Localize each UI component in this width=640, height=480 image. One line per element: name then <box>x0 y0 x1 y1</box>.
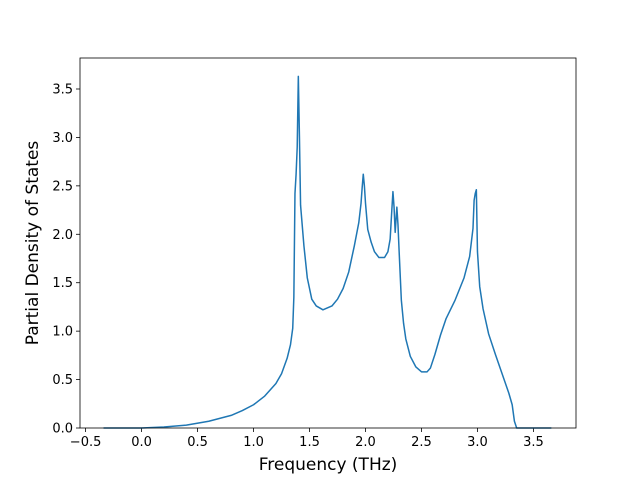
x-tick-label: 0.0 <box>131 435 152 450</box>
x-tick-label: 2.5 <box>411 435 432 450</box>
y-axis-ticks: 0.0 0.5 1.0 1.5 2.0 2.5 3.0 3.5 <box>52 82 80 437</box>
y-tick-label: 2.0 <box>52 228 73 243</box>
x-axis-label: Frequency (THz) <box>259 455 398 475</box>
y-tick-label: 3.0 <box>52 131 73 146</box>
x-tick-label: 2.0 <box>355 435 376 450</box>
series-line <box>103 75 552 429</box>
x-tick-label: −0.5 <box>70 435 102 450</box>
y-axis-label: Partial Density of States <box>23 141 43 346</box>
plot-area <box>80 58 576 428</box>
plot-frame <box>79 57 577 429</box>
x-tick-label: 1.5 <box>299 435 320 450</box>
x-tick-label: 0.5 <box>187 435 208 450</box>
y-tick-label: 0.5 <box>52 373 73 388</box>
y-tick-label: 2.5 <box>52 179 73 194</box>
x-tick-label: 3.5 <box>523 435 544 450</box>
y-tick-label: 3.5 <box>52 82 73 97</box>
x-tick-label: 3.0 <box>467 435 488 450</box>
x-tick-label: 1.0 <box>243 435 264 450</box>
x-axis-ticks: −0.5 0.0 0.5 1.0 1.5 2.0 2.5 3.0 3.5 <box>70 428 544 450</box>
y-tick-label: 0.0 <box>52 422 73 437</box>
y-tick-label: 1.0 <box>52 325 73 340</box>
y-tick-label: 1.5 <box>52 276 73 291</box>
